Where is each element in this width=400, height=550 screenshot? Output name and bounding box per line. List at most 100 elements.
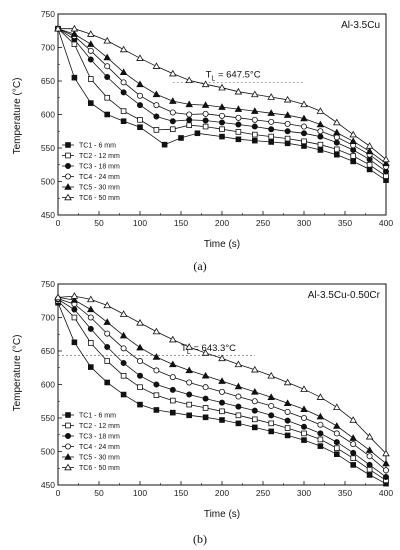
data-point-a-tc6 xyxy=(365,142,374,149)
data-point-b-tc5 xyxy=(251,387,259,395)
data-point-b-tc4 xyxy=(202,384,209,391)
data-point-b-tc4 xyxy=(382,467,389,474)
data-point-b-tc6 xyxy=(87,295,95,303)
data-point-b-tc4 xyxy=(136,358,143,365)
data-point-a-tc6 xyxy=(283,95,292,103)
data-point-b-tc6 xyxy=(119,310,128,317)
data-point-a-tc4 xyxy=(284,120,291,127)
data-point-b-tc4 xyxy=(300,414,307,421)
data-point-b-tc2 xyxy=(284,425,291,431)
data-point-a-tc1 xyxy=(366,166,373,173)
data-point-b-tc3 xyxy=(350,449,357,456)
legend-marker-a xyxy=(64,193,72,201)
legend-marker-a xyxy=(65,142,71,148)
data-point-b-tc2 xyxy=(202,405,209,411)
legend-marker-b xyxy=(64,463,72,471)
data-point-a-tc5 xyxy=(119,68,128,76)
panel-a: 0 50 100 150 200 250 300 350 400 450 500 550 600 650 7… xyxy=(12,9,393,273)
data-point-a-tc2 xyxy=(120,108,127,114)
data-point-a-tc1 xyxy=(219,133,225,140)
data-point-b-tc5 xyxy=(119,331,128,339)
data-point-b-tc2 xyxy=(88,340,94,346)
data-point-a-tc3 xyxy=(169,118,176,125)
data-point-a-tc3 xyxy=(202,117,209,124)
data-point-a-tc4 xyxy=(317,128,324,135)
data-point-b-tc3 xyxy=(284,417,291,424)
data-point-a-tc3 xyxy=(87,56,94,63)
data-point-a-tc4 xyxy=(202,110,209,117)
data-point-b-tc1 xyxy=(251,424,258,431)
data-point-b-tc5 xyxy=(169,360,177,368)
legend-marker-a xyxy=(65,152,71,159)
legend-label-b: TC5 - 30 mm xyxy=(79,455,120,462)
legend-marker-b xyxy=(64,453,72,460)
x-tick-label-b: 50 xyxy=(94,488,104,498)
data-point-b-tc6 xyxy=(169,335,177,343)
data-point-b-tc2 xyxy=(333,445,340,451)
legend-marker-a xyxy=(65,173,72,180)
data-point-a-tc4 xyxy=(136,92,143,99)
y-tick-label-a: 600 xyxy=(41,110,55,120)
data-point-a-tc4 xyxy=(169,109,176,116)
data-point-a-tc2 xyxy=(202,123,209,130)
data-point-a-tc5 xyxy=(234,105,243,112)
data-point-b-tc3 xyxy=(136,372,143,379)
data-point-a-tc6 xyxy=(201,80,210,88)
data-point-b-tc1 xyxy=(88,364,94,370)
data-point-a-tc1 xyxy=(251,137,258,144)
data-point-b-tc5 xyxy=(300,405,308,413)
data-point-b-tc1 xyxy=(350,462,356,468)
data-point-a-tc6 xyxy=(300,100,308,108)
data-point-a-tc2 xyxy=(219,126,225,133)
data-point-a-tc6 xyxy=(70,24,79,32)
y-axis-title-b: Temperature (°C) xyxy=(12,335,23,412)
data-point-b-tc5 xyxy=(103,318,111,325)
x-tick-label-b: 100 xyxy=(133,488,147,498)
data-point-b-tc3 xyxy=(251,407,258,414)
data-point-a-tc4 xyxy=(251,116,258,123)
data-point-a-tc1 xyxy=(104,111,111,118)
data-point-a-tc5 xyxy=(87,40,95,47)
data-point-a-tc5 xyxy=(185,100,193,108)
y-tick-label-b: 700 xyxy=(41,313,55,323)
data-point-a-tc3 xyxy=(136,102,143,109)
data-point-b-tc1 xyxy=(71,339,78,346)
data-point-b-tc4 xyxy=(333,430,340,437)
data-point-a-tc3 xyxy=(317,133,324,140)
data-point-b-tc6 xyxy=(283,378,292,386)
data-point-a-tc4 xyxy=(120,79,127,86)
data-point-b-tc6 xyxy=(218,354,226,362)
y-tick-label-b: 500 xyxy=(41,447,55,457)
data-point-b-tc1 xyxy=(219,417,225,423)
data-point-b-tc5 xyxy=(218,377,226,384)
data-point-a-tc4 xyxy=(87,47,94,54)
x-tick-label-a: 300 xyxy=(297,218,311,228)
data-point-b-tc2 xyxy=(104,358,111,364)
data-point-a-tc6 xyxy=(349,130,357,138)
data-point-a-tc2 xyxy=(71,41,78,47)
plot-area-a: 0 50 100 150 200 250 300 350 400 450 500 550 600 650 7… xyxy=(41,9,394,228)
data-point-b-tc1 xyxy=(169,409,176,416)
data-point-b-tc1 xyxy=(317,443,324,449)
panel-caption-b: (b) xyxy=(193,532,207,546)
data-point-a-tc6 xyxy=(103,36,111,44)
data-point-a-tc1 xyxy=(301,143,307,149)
data-point-b-tc6 xyxy=(136,318,144,326)
data-point-a-tc5 xyxy=(300,114,308,122)
legend-marker-b xyxy=(65,412,71,418)
legend-marker-a xyxy=(64,183,72,190)
data-point-a-tc6 xyxy=(87,30,95,37)
data-point-b-tc3 xyxy=(366,461,373,468)
x-tick-label-b: 300 xyxy=(297,488,311,498)
data-point-b-tc4 xyxy=(235,393,242,400)
data-point-a-tc1 xyxy=(268,139,274,145)
y-tick-label-b: 550 xyxy=(41,413,55,423)
legend-label-a: TC4 - 24 mm xyxy=(79,174,120,181)
data-point-b-tc3 xyxy=(120,360,127,367)
data-point-a-tc1 xyxy=(137,124,143,131)
y-axis-title-a: Temperature (°C) xyxy=(12,78,23,155)
x-axis-title-a: Time (s) xyxy=(204,239,240,250)
x-tick-label-a: 250 xyxy=(256,218,270,228)
data-point-b-tc1 xyxy=(120,391,127,398)
x-tick-label-b: 400 xyxy=(379,488,393,498)
